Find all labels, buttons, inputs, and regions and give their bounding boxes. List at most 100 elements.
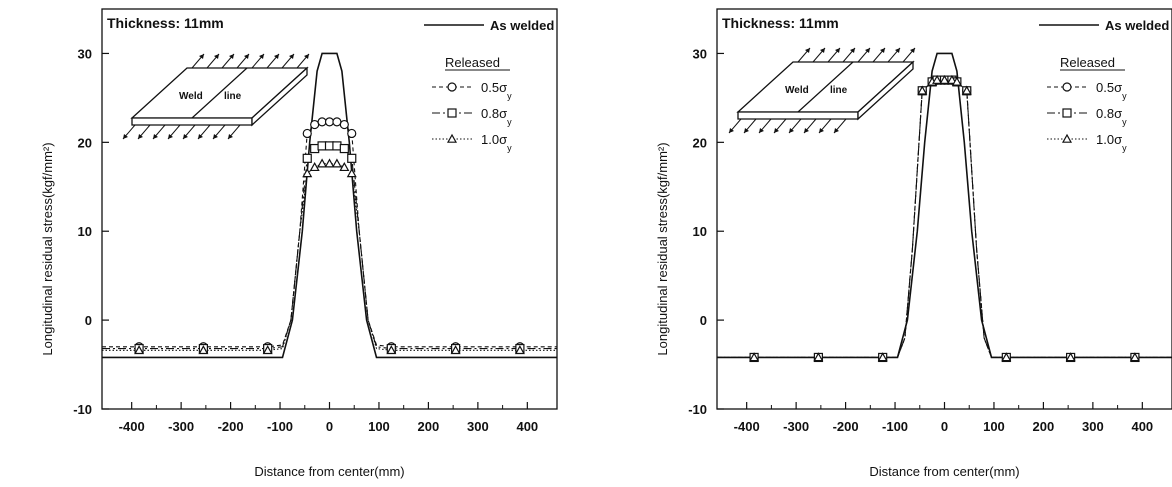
x-tick-label: 200 — [418, 419, 440, 434]
x-tick-label: 0 — [326, 419, 333, 434]
x-tick-label: -400 — [119, 419, 145, 434]
data-point-triangle — [749, 352, 760, 362]
x-tick-label: -300 — [168, 419, 194, 434]
stress-arrowhead-front — [744, 128, 749, 133]
x-tick-label: 400 — [516, 419, 538, 434]
stress-arrowhead-back — [850, 48, 855, 53]
legend-label-circle: 0.5σy — [1096, 80, 1127, 101]
data-point-circle — [347, 128, 357, 139]
x-tick-label: 400 — [1131, 419, 1153, 434]
stress-arrowhead-back — [199, 54, 204, 59]
stress-arrowhead-back — [289, 54, 294, 59]
data-point-circle — [317, 117, 327, 127]
stress-arrowhead-front — [834, 128, 839, 133]
y-tick-label: 30 — [693, 46, 707, 61]
stress-arrowhead-front — [804, 128, 809, 133]
stress-arrowhead-back — [259, 54, 264, 59]
stress-arrowhead-front — [729, 128, 734, 133]
chart-title: Thickness: 11mm — [107, 15, 224, 31]
data-point-triangle — [339, 161, 350, 172]
data-point-circle — [310, 119, 320, 130]
inset-text-weld: Weld — [785, 85, 809, 96]
series-group — [717, 52, 1172, 363]
chart-panel-right: -10 0 10 20 30 -400 -300 -200 -100 0 100 200 300 400 D… — [590, 0, 1172, 482]
data-point-square — [317, 141, 327, 151]
legend-heading-released: Released — [445, 55, 500, 70]
chart-panel-left: -10 0 10 20 30 -400 -300 -200 -100 0 100 200 300 400 D… — [0, 0, 590, 482]
plate-front-face — [737, 111, 859, 120]
legend-label-triangle: 1.0σy — [1096, 132, 1127, 153]
data-point-square — [302, 153, 312, 163]
weld-plate-inset: Weld line — [122, 53, 310, 140]
x-tick-label: -100 — [882, 419, 908, 434]
weld-line — [191, 67, 248, 119]
weld-plate-inset: Weld line — [728, 47, 916, 134]
x-tick-label: -300 — [783, 419, 809, 434]
stress-arrowhead-front — [759, 128, 764, 133]
data-point-triangle — [134, 345, 145, 355]
stress-arrowhead-front — [183, 134, 188, 139]
series-line-triangle — [102, 163, 557, 351]
x-tick-label: -400 — [734, 419, 760, 434]
series-line-as-welded — [717, 52, 1172, 359]
data-point-triangle — [917, 85, 928, 95]
stress-arrowhead-front — [138, 134, 143, 139]
plate-side-face — [251, 66, 308, 127]
stress-arrowhead-front — [168, 134, 173, 139]
stress-arrowhead-back — [820, 48, 825, 53]
data-point-circle — [332, 117, 342, 127]
y-tick-label: 20 — [693, 135, 707, 150]
data-point-triangle — [324, 158, 335, 168]
stress-arrowhead-back — [214, 54, 219, 59]
y-tick-label: 0 — [85, 313, 92, 328]
series-line-square — [102, 145, 557, 350]
x-tick-label: 300 — [1082, 419, 1104, 434]
data-point-triangle — [946, 74, 957, 84]
legend-label-as-welded: As welded — [1105, 18, 1169, 33]
y-tick-label: -10 — [73, 402, 92, 417]
data-point-triangle — [450, 345, 461, 355]
series-line-circle — [102, 121, 557, 348]
stress-arrowhead-back — [244, 54, 249, 59]
chart-title: Thickness: 11mm — [722, 15, 839, 31]
stress-arrowhead-front — [774, 128, 779, 133]
legend-marker-square — [447, 108, 457, 118]
y-axis-label: Longitudinal residual stress(kgf/mm²) — [655, 142, 670, 355]
legend-subscript: y — [507, 117, 512, 127]
data-point-circle — [339, 119, 349, 130]
plate-side-face — [857, 60, 914, 121]
stress-arrowhead-front — [228, 134, 233, 139]
series-line-as-welded — [102, 52, 557, 359]
data-point-triangle — [386, 345, 397, 355]
y-tick-label: 10 — [78, 224, 92, 239]
data-point-triangle — [932, 74, 943, 84]
legend-label-square: 0.8σy — [481, 106, 512, 127]
data-point-triangle — [331, 158, 342, 168]
data-point-triangle — [813, 352, 824, 362]
legend-label-circle: 0.5σy — [481, 80, 512, 101]
legend-label-triangle: 1.0σy — [481, 132, 512, 153]
series-line-triangle — [717, 79, 1172, 358]
stress-arrowhead-back — [274, 54, 279, 59]
data-point-square — [324, 141, 335, 151]
plate-front-face — [131, 117, 253, 126]
data-point-triangle — [939, 74, 950, 84]
x-tick-label: 0 — [941, 419, 948, 434]
data-point-triangle — [346, 168, 357, 178]
stress-arrowhead-back — [865, 48, 870, 53]
inset-text-line: line — [224, 91, 242, 102]
inset-text-line: line — [830, 85, 848, 96]
x-tick-label: -100 — [267, 419, 293, 434]
legend-marker-circle — [1062, 82, 1072, 92]
x-tick-label: -200 — [833, 419, 859, 434]
y-tick-label: 30 — [78, 46, 92, 61]
y-tick-label: -10 — [688, 402, 707, 417]
stress-arrowhead-front — [213, 134, 218, 139]
stress-arrowhead-back — [304, 54, 309, 59]
legend-subscript: y — [1122, 143, 1127, 153]
data-point-square — [339, 143, 349, 154]
stress-arrowhead-back — [229, 54, 234, 59]
series-line-circle — [717, 79, 1172, 358]
